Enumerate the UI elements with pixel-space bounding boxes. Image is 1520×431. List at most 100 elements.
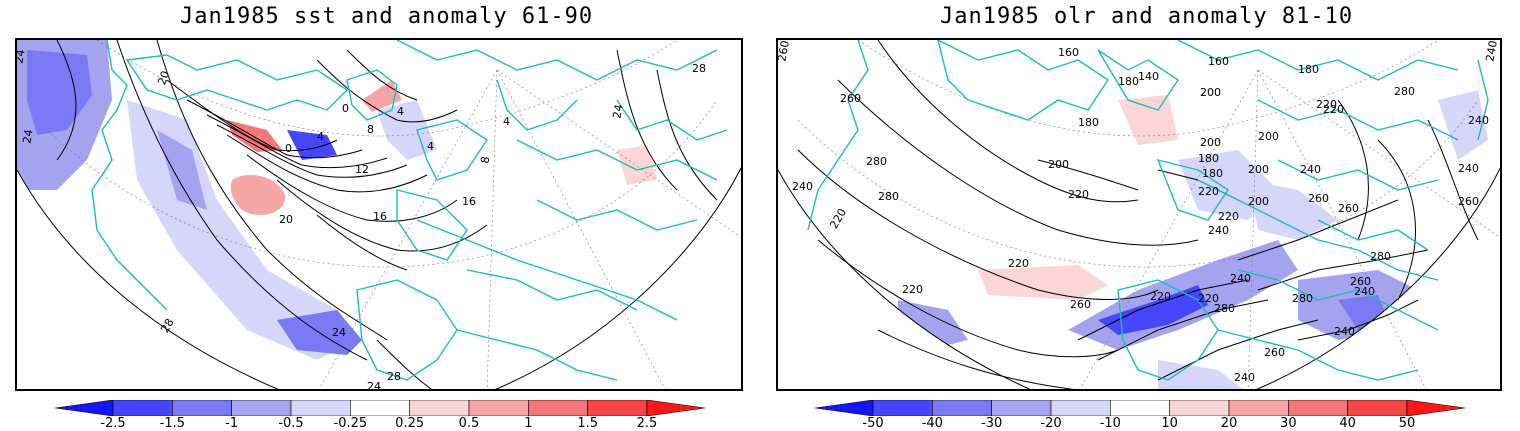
contour-label: 28 xyxy=(692,62,706,75)
colorbar-bin xyxy=(932,400,992,416)
contour-label: 20 xyxy=(155,69,172,87)
colorbar-bin xyxy=(1169,400,1230,416)
contour-label: 24 xyxy=(20,128,35,144)
colorbar-tick-label: -1 xyxy=(225,416,239,431)
contour-label: 200 xyxy=(1258,130,1279,143)
colorbar-bin xyxy=(290,400,351,416)
contour-label: 4 xyxy=(503,115,510,128)
contour-label: 180 xyxy=(1078,116,1099,129)
colorbar-bin xyxy=(528,400,588,416)
contour-label: 28 xyxy=(387,370,401,383)
olr-contours xyxy=(797,40,1479,389)
map-boundary xyxy=(778,167,1500,389)
graticule xyxy=(797,40,1500,389)
contour-label: 280 xyxy=(1292,292,1313,305)
contour-label: 280 xyxy=(866,155,887,168)
contour-label: 180 xyxy=(1298,63,1319,76)
colorbar-bin xyxy=(409,400,470,416)
colorbar-bin xyxy=(991,400,1052,416)
contour-label: 8 xyxy=(478,155,492,164)
colorbar-tick-label: -50 xyxy=(862,416,884,431)
colorbar-tick-label: -1.5 xyxy=(159,416,186,431)
sst-contour-labels: 24 20 24 0 4 8 12 16 20 24 28 28 4 0 4 8… xyxy=(17,48,706,391)
colorbar-bin xyxy=(1288,400,1348,416)
contour-label: 220 xyxy=(827,206,849,231)
olr-anomaly-map: 260 160 180 140 160 180 220 240 260 280 … xyxy=(776,38,1502,391)
contour-label: 240 xyxy=(1458,162,1479,175)
contour-label: 0 xyxy=(342,102,349,115)
contour-label: 180 xyxy=(1198,152,1219,165)
contour-label: 160 xyxy=(1058,46,1079,59)
colorbar-bin xyxy=(468,400,529,416)
contour-label: 200 xyxy=(1200,86,1221,99)
colorbar-bin xyxy=(1110,400,1170,416)
contour-label: 220 xyxy=(1198,292,1219,305)
colorbar-tick-label: 40 xyxy=(1339,416,1356,431)
contour-label: 160 xyxy=(1208,55,1229,68)
colorbar-tick-label: 10 xyxy=(1161,416,1178,431)
colorbar-bin xyxy=(112,400,173,416)
warm-anomaly-band xyxy=(978,265,1108,300)
contour-label: 260 xyxy=(1350,275,1371,288)
contour-label: 220 xyxy=(1323,103,1344,116)
contour-label: 260 xyxy=(1264,346,1285,359)
colorbar-tick-label: 20 xyxy=(1220,416,1238,431)
contour-label: 16 xyxy=(373,210,387,223)
cold-anomaly-mid xyxy=(1248,180,1338,240)
contour-label: 180 xyxy=(1118,75,1139,88)
colorbar-bin xyxy=(172,400,232,416)
contour-label: 24 xyxy=(367,380,381,391)
colorbar-tick-label: -0.5 xyxy=(278,416,304,431)
contour-label: 4 xyxy=(427,140,434,153)
colorbar-bin xyxy=(815,400,874,416)
contour-label: 220 xyxy=(1198,185,1219,198)
colorbar-tick-label: -2.5 xyxy=(100,416,126,431)
contour-label: 260 xyxy=(1338,202,1359,215)
sst-anomaly-map: 24 20 24 0 4 8 12 16 20 24 28 28 4 0 4 8… xyxy=(15,38,743,391)
contour-label: 220 xyxy=(1068,188,1089,201)
colorbar-bin xyxy=(1228,400,1289,416)
olr-map-canvas: 260 160 180 140 160 180 220 240 260 280 … xyxy=(778,40,1500,389)
contour-label: 240 xyxy=(792,180,813,193)
colorbar-tick-label: -40 xyxy=(921,416,943,431)
contour-label: 240 xyxy=(1483,40,1499,62)
contour-label: 200 xyxy=(1248,195,1269,208)
graticule xyxy=(36,40,741,389)
warm-anomaly-north xyxy=(1118,95,1178,145)
contour-label: 16 xyxy=(462,195,476,208)
contour-label: 240 xyxy=(1230,272,1251,285)
colorbar-bin xyxy=(646,400,705,416)
contour-label: 200 xyxy=(1248,163,1269,176)
warm-anomaly-east xyxy=(617,145,657,185)
coastlines xyxy=(91,40,728,381)
cold-anomaly-southwest xyxy=(898,300,968,350)
colorbar-tick-label: -0.25 xyxy=(333,416,368,431)
contour-label: 260 xyxy=(840,92,861,105)
colorbar-tick-label: 30 xyxy=(1280,416,1297,431)
contour-label: 20 xyxy=(279,213,293,226)
left-map-title: Jan1985 sst and anomaly 61-90 xyxy=(180,4,594,29)
contour-label: 220 xyxy=(1150,290,1171,303)
contour-label: 280 xyxy=(1370,250,1391,263)
contour-label: 220 xyxy=(1316,98,1337,111)
contour-label: 240 xyxy=(1208,224,1229,237)
contour-label: 4 xyxy=(397,105,404,118)
cold-anomaly-diagonal-core xyxy=(1098,285,1208,335)
contour-label: 280 xyxy=(1214,302,1235,315)
contour-label: 240 xyxy=(1234,371,1255,384)
contour-label: 240 xyxy=(1354,285,1375,298)
warm-anomaly-center xyxy=(230,175,286,215)
colorbar-bin xyxy=(587,400,648,416)
contour-label: 4 xyxy=(317,130,324,143)
colorbar-tick-label: 50 xyxy=(1398,416,1416,431)
contour-label: 180 xyxy=(1202,167,1223,180)
sst-map-canvas: 24 20 24 0 4 8 12 16 20 24 28 28 4 0 4 8… xyxy=(17,40,741,391)
colorbar-bin xyxy=(1347,400,1408,416)
colorbar-tick-label: 1.5 xyxy=(577,416,598,431)
contour-label: 220 xyxy=(1218,210,1239,223)
colorbar-bin xyxy=(231,400,292,416)
contour-label: 200 xyxy=(1200,136,1221,149)
contour-label: 200 xyxy=(1048,158,1069,171)
contour-label: 260 xyxy=(1458,195,1479,208)
contour-label: 28 xyxy=(158,316,176,335)
